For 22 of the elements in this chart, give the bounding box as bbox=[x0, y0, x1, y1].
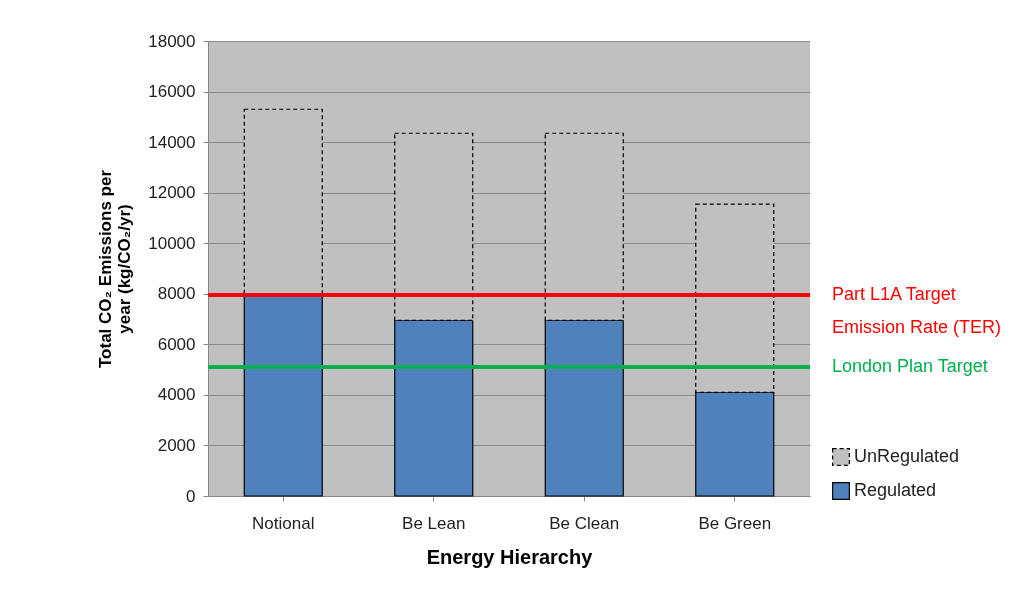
y-tick-label: 14000 bbox=[148, 132, 196, 152]
x-tick-label: Notional bbox=[252, 513, 315, 533]
y-tick-label: 8000 bbox=[157, 284, 196, 304]
x-axis-title: Energy Hierarchy bbox=[426, 545, 594, 568]
y-tick-label: 12000 bbox=[148, 183, 196, 203]
ref-line-label: London Plan Target bbox=[832, 356, 988, 377]
y-tick-label: 16000 bbox=[148, 82, 196, 102]
legend-label: UnRegulated bbox=[854, 446, 960, 466]
y-tick-label: 0 bbox=[186, 486, 196, 506]
y-tick-label: 2000 bbox=[157, 435, 196, 455]
bar bbox=[243, 108, 323, 296]
y-tick-label: 10000 bbox=[148, 233, 196, 253]
y-tick-label: 18000 bbox=[148, 31, 196, 51]
legend-label: Regulated bbox=[854, 480, 937, 500]
x-tick-label: Be Lean bbox=[402, 513, 466, 533]
y-tick-label: 4000 bbox=[157, 385, 196, 405]
y-axis-title: Total CO₂ Emissions per year (kg/CO₂/yr) bbox=[96, 169, 135, 369]
bar bbox=[243, 294, 323, 497]
x-tick-label: Be Clean bbox=[549, 513, 620, 533]
ref-line-label: Part L1A Target Emission Rate (TER) bbox=[832, 284, 1002, 338]
x-tick-label: Be Green bbox=[698, 513, 772, 533]
y-tick-label: 6000 bbox=[157, 334, 196, 354]
